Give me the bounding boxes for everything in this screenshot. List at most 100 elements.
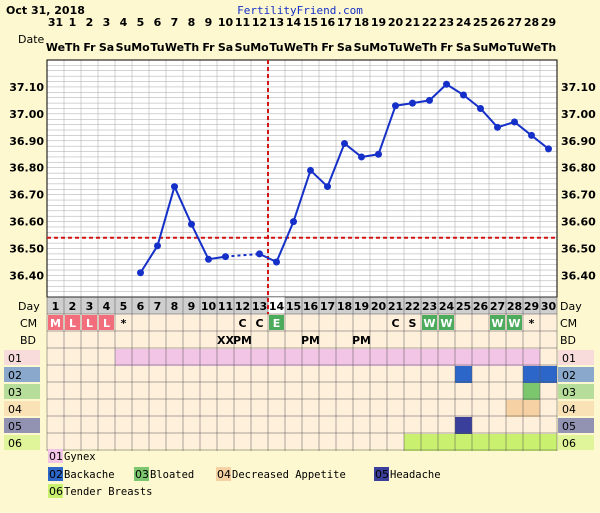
symptom-code-right: 05 xyxy=(562,420,576,433)
weekday-label: Sa xyxy=(218,41,233,54)
weekday-label: Mo xyxy=(369,41,388,54)
legend-code: 01 xyxy=(49,450,63,463)
date-label: 20 xyxy=(388,16,404,29)
site-name: FertilityFriend.com xyxy=(237,4,363,17)
symptom-label-bg-right xyxy=(558,418,594,433)
symptom-label-bg-right xyxy=(558,350,594,365)
temp-point xyxy=(256,250,263,258)
date-label: 28 xyxy=(524,16,539,29)
day-number: 24 xyxy=(439,300,455,313)
day-number: 28 xyxy=(507,300,522,313)
y-tick-label-right: 37.00 xyxy=(561,108,596,121)
symptom-label-bg-right xyxy=(558,435,594,450)
y-tick-label-right: 36.90 xyxy=(561,135,596,148)
temp-segment xyxy=(479,107,499,128)
symptom-cell xyxy=(523,400,540,417)
cm-value: C xyxy=(255,317,263,330)
y-tick-label-right: 36.40 xyxy=(561,269,596,282)
day-number: 18 xyxy=(337,300,352,313)
symptom-cell xyxy=(404,349,421,366)
weekday-label: Sa xyxy=(99,41,114,54)
weekday-label: Su xyxy=(235,41,251,54)
cm-value: W xyxy=(491,317,503,330)
day-number: 27 xyxy=(490,300,505,313)
date-label: 25 xyxy=(473,16,488,29)
legend-name: Backache xyxy=(64,469,115,481)
y-tick-label-right: 36.80 xyxy=(561,162,596,175)
y-tick-label-right: 36.50 xyxy=(561,243,596,256)
day-number: 6 xyxy=(137,300,145,313)
temp-segment xyxy=(428,83,448,102)
date-label: 6 xyxy=(154,16,162,29)
day-number: 13 xyxy=(252,300,267,313)
symptom-cell xyxy=(506,349,523,366)
day-number: 8 xyxy=(171,300,179,313)
temp-segment xyxy=(530,134,550,150)
date-label: 31 xyxy=(48,16,63,29)
temp-point xyxy=(494,123,501,131)
cm-value: * xyxy=(529,317,535,330)
date-label: 1 xyxy=(69,16,77,29)
day-row-label-right: Day xyxy=(560,300,582,313)
day-number: 11 xyxy=(218,300,233,313)
symptom-cell xyxy=(353,349,370,366)
temp-point xyxy=(290,218,297,226)
legend-name: Tender Breasts xyxy=(64,486,153,498)
symptom-label-bg xyxy=(4,384,40,399)
legend-code: 04 xyxy=(217,468,231,481)
symptom-cell xyxy=(132,349,149,366)
temp-segment xyxy=(309,169,329,188)
temp-segment xyxy=(513,121,533,137)
legend-code: 03 xyxy=(135,468,149,481)
y-tick-label-right: 36.70 xyxy=(561,189,596,202)
symptom-cell xyxy=(523,349,540,366)
temp-segment xyxy=(326,143,346,187)
temp-segment xyxy=(156,186,176,247)
temp-segment xyxy=(275,221,295,263)
temp-point xyxy=(307,166,314,174)
symptom-cell xyxy=(455,366,472,383)
cm-value: C xyxy=(391,317,399,330)
weekday-label: Th xyxy=(303,41,318,54)
bd-value: PM xyxy=(233,334,252,347)
cm-value: L xyxy=(103,317,110,330)
symptom-cell xyxy=(268,349,285,366)
date-label: 27 xyxy=(507,16,522,29)
temp-point xyxy=(392,102,399,110)
symptom-cell xyxy=(166,349,183,366)
legend-code: 05 xyxy=(375,468,389,481)
temp-point xyxy=(477,104,484,112)
weekday-label: Tu xyxy=(507,41,521,54)
day-number: 3 xyxy=(86,300,94,313)
cm-value: C xyxy=(238,317,246,330)
weekday-label: Su xyxy=(354,41,370,54)
symptom-cell xyxy=(540,434,557,451)
temp-point xyxy=(205,255,212,263)
weekday-label: Mo xyxy=(131,41,150,54)
symptom-cell xyxy=(523,434,540,451)
cm-value: W xyxy=(508,317,520,330)
symptom-cell xyxy=(421,434,438,451)
y-tick-label: 36.70 xyxy=(9,189,44,202)
cm-value: S xyxy=(409,317,417,330)
cm-value: E xyxy=(273,317,281,330)
day-number: 1 xyxy=(52,300,60,313)
symptom-cell xyxy=(336,349,353,366)
symptom-cell xyxy=(387,349,404,366)
symptom-label-bg-right xyxy=(558,367,594,382)
symptom-cell xyxy=(489,349,506,366)
cm-cell xyxy=(490,315,505,330)
weekday-label: We xyxy=(165,41,184,54)
temp-point xyxy=(545,145,552,153)
day-number: 15 xyxy=(286,300,301,313)
cm-row-label: CM xyxy=(20,317,37,330)
symptom-code-right: 04 xyxy=(562,403,576,416)
legend-swatch xyxy=(48,467,63,481)
weekday-label: Th xyxy=(541,41,556,54)
temp-segment xyxy=(462,94,482,110)
legend-swatch xyxy=(216,467,231,481)
day-number: 22 xyxy=(405,300,420,313)
day-number: 29 xyxy=(524,300,539,313)
